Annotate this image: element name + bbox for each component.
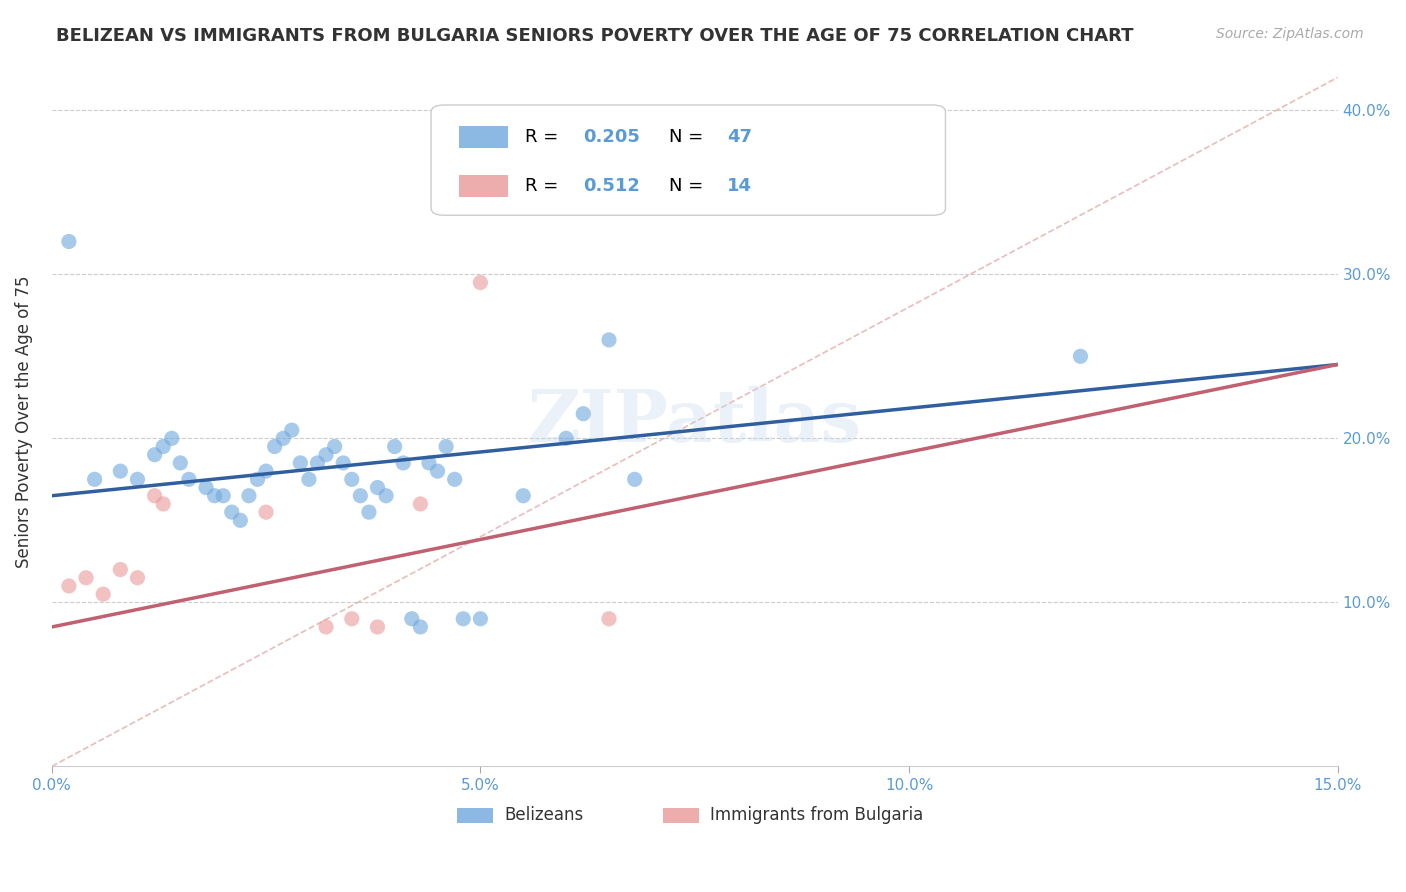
Point [623, 472, 645, 486]
Point [143, 489, 166, 503]
Point [110, 563, 132, 577]
Text: Immigrants from Bulgaria: Immigrants from Bulgaria [710, 805, 924, 823]
Bar [457, 808, 494, 823]
Text: Source: ZipAtlas.com: Source: ZipAtlas.com [1216, 27, 1364, 41]
Point [254, 505, 277, 519]
Text: N =: N = [669, 128, 709, 146]
Point [409, 497, 432, 511]
Point [169, 456, 191, 470]
Bar [460, 175, 508, 196]
Point [91, 587, 114, 601]
Point [143, 448, 166, 462]
Point [127, 571, 149, 585]
Point [375, 489, 398, 503]
Point [58, 579, 80, 593]
Y-axis label: Seniors Poverty Over the Age of 75: Seniors Poverty Over the Age of 75 [15, 276, 32, 568]
Point [307, 456, 329, 470]
Point [366, 481, 388, 495]
Point [160, 431, 183, 445]
Text: BELIZEAN VS IMMIGRANTS FROM BULGARIA SENIORS POVERTY OVER THE AGE OF 75 CORRELAT: BELIZEAN VS IMMIGRANTS FROM BULGARIA SEN… [56, 27, 1133, 45]
Point [127, 472, 149, 486]
Point [555, 431, 578, 445]
Point [152, 497, 174, 511]
Point [254, 464, 277, 478]
Point [271, 431, 294, 445]
Point [315, 448, 337, 462]
Point [204, 489, 226, 503]
Point [110, 464, 132, 478]
Point [384, 440, 406, 454]
Bar [460, 127, 508, 148]
Point [349, 489, 371, 503]
Point [152, 440, 174, 454]
FancyBboxPatch shape [432, 105, 945, 215]
Point [229, 513, 252, 527]
Point [470, 612, 492, 626]
Point [598, 612, 620, 626]
Text: R =: R = [524, 177, 564, 194]
Bar [662, 808, 699, 823]
Text: 0.512: 0.512 [583, 177, 640, 194]
Point [281, 423, 304, 437]
Point [75, 571, 97, 585]
Point [246, 472, 269, 486]
Text: 0.205: 0.205 [583, 128, 640, 146]
Text: ZIPatlas: ZIPatlas [527, 386, 862, 458]
Point [83, 472, 105, 486]
Point [357, 505, 380, 519]
Point [409, 620, 432, 634]
Point [323, 440, 346, 454]
Point [443, 472, 465, 486]
Point [221, 505, 243, 519]
Point [212, 489, 235, 503]
Text: 47: 47 [727, 128, 752, 146]
Point [392, 456, 415, 470]
Point [512, 489, 534, 503]
Point [238, 489, 260, 503]
Point [298, 472, 321, 486]
Point [401, 612, 423, 626]
Point [195, 481, 218, 495]
Point [263, 440, 285, 454]
Point [58, 235, 80, 249]
Point [340, 472, 363, 486]
Point [290, 456, 312, 470]
Point [340, 612, 363, 626]
Point [1069, 349, 1091, 363]
Text: N =: N = [669, 177, 709, 194]
Point [572, 407, 595, 421]
Text: 14: 14 [727, 177, 752, 194]
Point [470, 276, 492, 290]
Point [315, 620, 337, 634]
Text: R =: R = [524, 128, 564, 146]
Point [451, 612, 474, 626]
Point [434, 440, 457, 454]
Point [366, 620, 388, 634]
Point [418, 456, 440, 470]
Point [177, 472, 200, 486]
Point [598, 333, 620, 347]
Text: Belizeans: Belizeans [505, 805, 583, 823]
Point [332, 456, 354, 470]
Point [426, 464, 449, 478]
